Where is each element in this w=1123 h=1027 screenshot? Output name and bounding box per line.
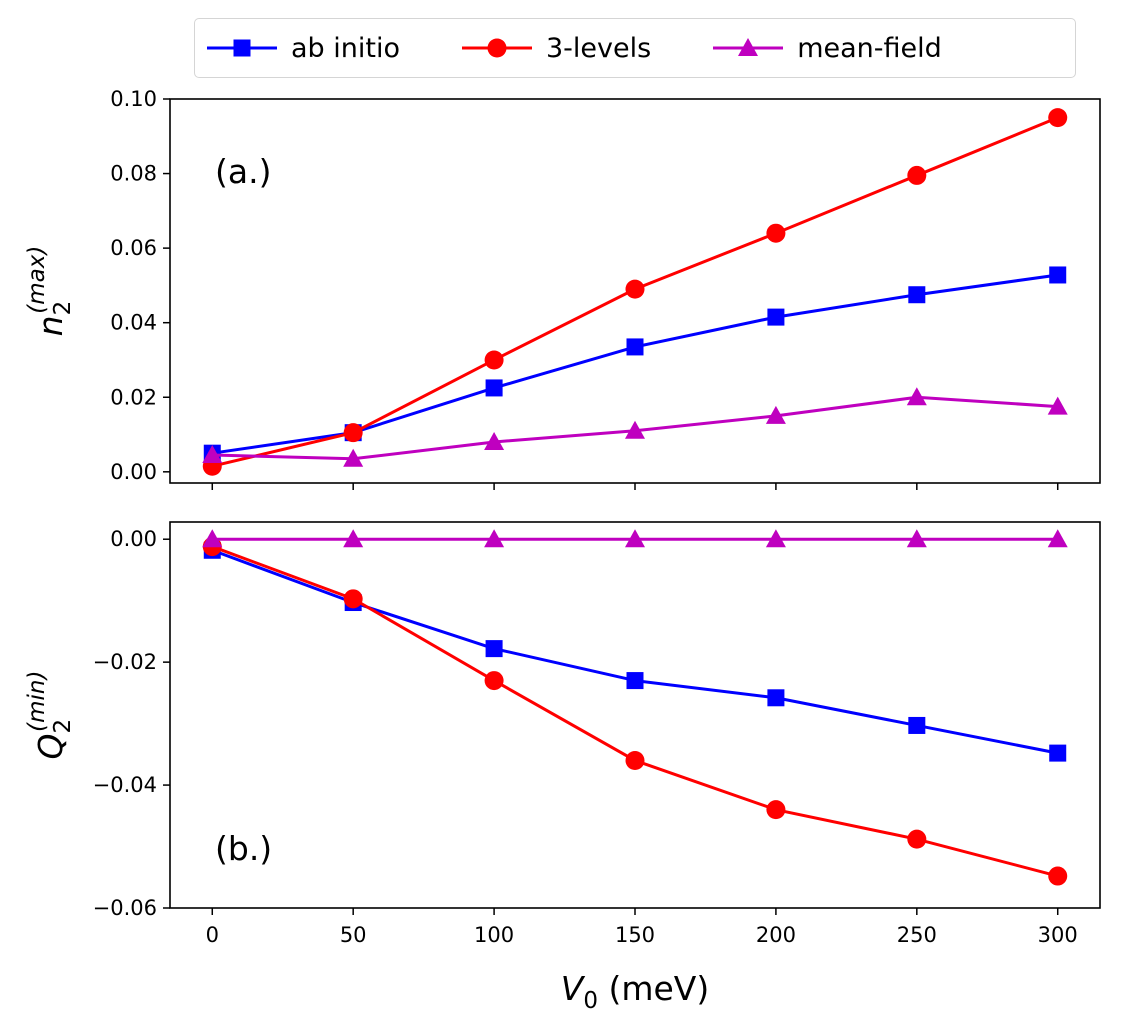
x-tick-label: 250 [897,923,937,947]
y-axis-label: Q2(min) [24,671,76,760]
data-point-3-levels [1048,866,1068,886]
data-point-3-levels [625,750,645,770]
legend-swatch-mean-field [713,38,784,56]
y-tick-label: −0.04 [93,773,157,797]
y-tick-label: 0.02 [110,385,157,409]
legend-label-3-levels: 3-levels [546,32,652,64]
data-point-mean-field [202,529,223,548]
x-tick-label: 300 [1038,923,1078,947]
y-tick-label: −0.02 [93,650,157,674]
data-point-mean-field [906,529,927,548]
x-tick-label: 50 [340,923,367,947]
x-tick-label: 100 [474,923,514,947]
y-axis-label-sup: (min) [24,671,50,732]
data-point-ab-initio [1049,266,1067,284]
data-point-3-levels [484,671,504,691]
x-tick-label: 0 [206,923,219,947]
data-point-mean-field [484,529,505,548]
axes-frame [169,98,1101,484]
x-axis-label: V0 (meV) [561,969,709,1014]
data-point-ab-initio [908,286,926,304]
legend-swatch-3-levels [462,38,532,58]
data-point-ab-initio [485,640,503,658]
data-point-ab-initio [767,308,785,326]
x-tick-label: 150 [615,923,655,947]
data-point-ab-initio [767,689,785,707]
y-tick-label: 0.10 [110,87,157,111]
legend-entry-mean-field[interactable]: mean-field [713,33,942,64]
y-axis-label-sub: 2 [50,301,76,316]
y-axis-label-sub: 2 [50,719,76,734]
triangle-marker-icon [738,38,759,56]
legend-entry-3-levels[interactable]: 3-levels [462,33,651,64]
y-tick-label: 0.00 [110,460,157,484]
circle-marker-icon [487,38,507,58]
panel-label: (a.) [215,152,271,191]
data-point-3-levels [484,350,504,370]
data-point-3-levels [343,423,363,443]
legend: ab initio 3-levels mean-field [194,18,1076,78]
data-point-mean-field [765,405,786,424]
data-point-ab-initio [626,672,644,690]
y-tick-label: 0.00 [110,527,157,551]
data-point-mean-field [1047,529,1068,548]
axes-frame [169,521,1101,909]
data-point-3-levels [766,223,786,243]
y-axis-label-sup: (max) [24,246,50,314]
data-point-mean-field [484,431,505,450]
legend-label-mean-field: mean-field [797,32,942,64]
data-point-ab-initio [485,379,503,397]
data-point-mean-field [625,529,645,548]
x-tick-label: 200 [756,923,796,947]
panel-top: 0.00 0.02 0.04 0.06 0.08 0.10 (a.) n2(max) [24,87,1101,490]
legend-entry-ab-initio[interactable]: ab initio [207,33,400,64]
data-point-3-levels [766,800,786,820]
y-tick-label: 0.04 [110,311,157,335]
x-axis-label-unit: (meV) [598,969,709,1008]
data-point-3-levels [907,829,927,849]
data-point-mean-field [625,420,645,439]
panel-bottom: 0.00 −0.02 −0.04 −0.06 0 50 100 150 200 250 300 (b.… [24,521,1101,1014]
data-point-ab-initio [1049,744,1067,762]
data-point-mean-field [1047,396,1068,415]
y-tick-label: 0.08 [110,162,157,186]
plot-area [202,529,1068,886]
data-point-mean-field [343,448,364,467]
y-axis-label-main: n [31,315,70,336]
data-point-3-levels [625,279,645,299]
y-tick-label: −0.06 [93,896,157,920]
data-point-3-levels [1048,108,1068,128]
panel-label: (b.) [215,829,272,868]
x-axis-label-sub: 0 [583,988,598,1014]
legend-label-ab-initio: ab initio [291,32,400,64]
square-marker-icon [233,39,251,57]
data-point-3-levels [343,589,363,609]
data-point-ab-initio [908,716,926,734]
legend-swatch-ab-initio [207,39,277,57]
plot-area [202,108,1068,476]
data-point-mean-field [343,529,364,548]
data-point-mean-field [906,387,927,406]
data-point-mean-field [765,529,786,548]
x-axis-label-main: V [561,969,586,1008]
data-point-3-levels [907,165,927,185]
data-point-mean-field [202,445,223,464]
y-axis-label-main: Q [31,733,70,759]
y-tick-label: 0.06 [110,236,157,260]
data-point-ab-initio [626,338,644,356]
y-axis-label: n2(max) [24,246,76,337]
series-line-ab-initio [211,548,1059,755]
